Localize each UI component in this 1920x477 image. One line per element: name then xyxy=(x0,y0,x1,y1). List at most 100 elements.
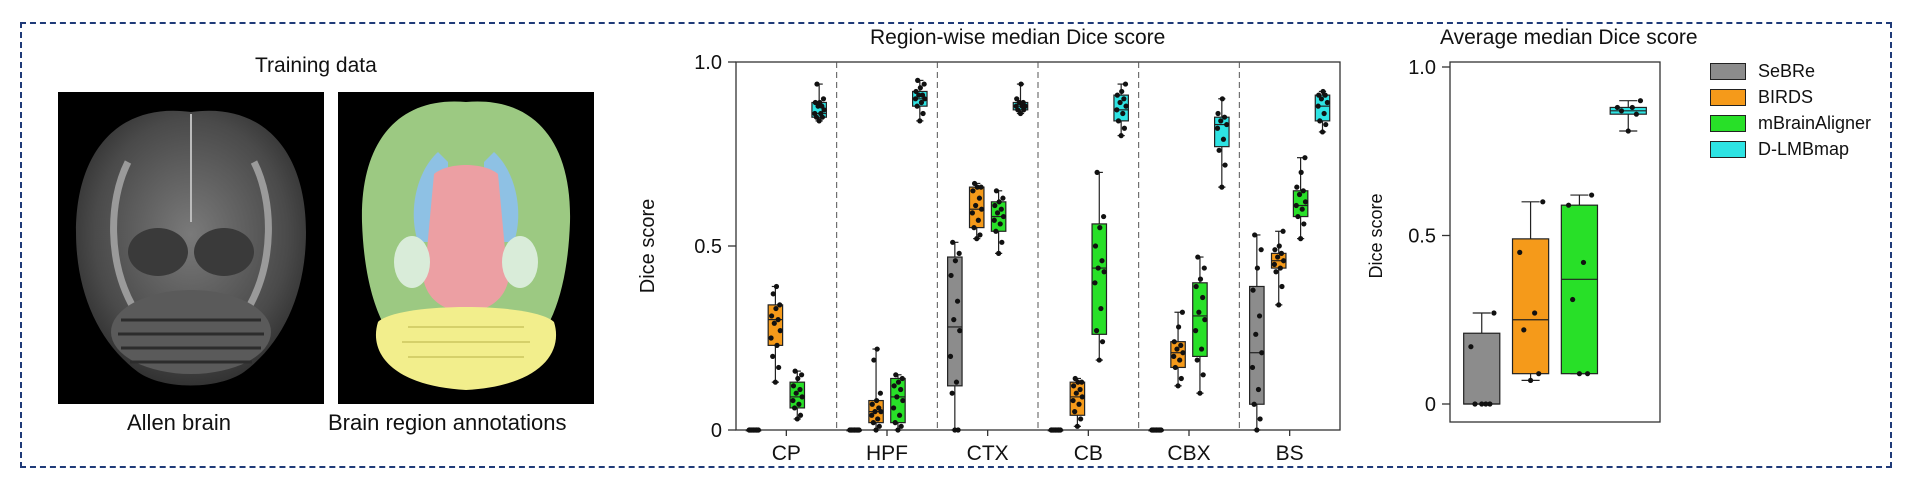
box-cb-mbrainaligner-point xyxy=(1093,328,1100,334)
box-ctx-sebre-point xyxy=(947,353,954,359)
box-bs-mbrainaligner-point xyxy=(1301,221,1307,227)
chart2-y-tick-label: 1.0 xyxy=(1408,57,1436,79)
box-bs-mbrainaligner-point xyxy=(1300,188,1306,194)
box-cb-mbrainaligner-point xyxy=(1099,258,1105,264)
box-ctx-mbrainaligner-point xyxy=(998,206,1004,212)
box-hpf-mbrainaligner-point xyxy=(899,375,905,382)
box-cb-mbrainaligner-point xyxy=(1092,243,1099,249)
box-hpf-birds-point xyxy=(869,412,875,418)
box-hpf-mbrainaligner-point xyxy=(895,379,902,385)
box-hpf-mbrainaligner-point xyxy=(893,372,899,378)
box-cp-d-lmbmap-point xyxy=(814,81,820,87)
box-hpf-birds-point xyxy=(873,397,880,404)
box-bs-sebre-point xyxy=(1255,386,1262,393)
brain-region-annotations-image xyxy=(338,92,594,404)
box-cbx-d-lmbmap-point xyxy=(1214,125,1221,131)
box-ctx-birds-point xyxy=(975,217,981,223)
box-bs-birds-point xyxy=(1279,283,1285,290)
box-bs-d-lmbmap-point xyxy=(1317,118,1323,124)
box-cp-d-lmbmap-point xyxy=(812,99,818,106)
box-cp-d-lmbmap-point xyxy=(816,118,822,124)
box-avg-birds-point xyxy=(1521,327,1527,333)
box-ctx-birds-point xyxy=(971,180,978,187)
chart1-y-axis-label: Dice score xyxy=(637,199,659,293)
box-cbx-mbrainaligner-point xyxy=(1194,357,1200,363)
legend-entry-sebre: SeBRe xyxy=(1710,60,1815,82)
box-cbx-sebre-point xyxy=(1157,427,1164,433)
box-cp-sebre-point xyxy=(755,427,761,433)
box-cb-birds-point xyxy=(1072,409,1078,415)
box-cp-mbrainaligner-point xyxy=(790,383,797,389)
box-ctx-d-lmbmap-point xyxy=(1018,81,1024,87)
chart1-y-tick-label: 0 xyxy=(711,420,722,442)
box-ctx-birds-point xyxy=(978,184,984,190)
box-cbx-birds-point xyxy=(1171,353,1177,359)
box-cp-mbrainaligner-point xyxy=(791,405,798,411)
box-cp-d-lmbmap-point xyxy=(817,99,823,106)
box-cb-mbrainaligner-point xyxy=(1098,305,1104,312)
box-cb-d-lmbmap-point xyxy=(1114,92,1120,98)
box-cb-mbrainaligner-point xyxy=(1095,265,1101,271)
box-cb-sebre-point xyxy=(1057,427,1063,433)
box-hpf-mbrainaligner-point xyxy=(892,420,898,426)
figure-frame xyxy=(20,22,1892,468)
box-bs-sebre-point xyxy=(1251,401,1257,407)
box-ctx-d-lmbmap-point xyxy=(1016,99,1023,106)
box-cp-d-lmbmap-point xyxy=(820,96,827,102)
box-cp-birds-point xyxy=(774,342,780,348)
box-ctx-mbrainaligner-point xyxy=(993,188,1000,194)
box-cbx-mbrainaligner-point xyxy=(1195,254,1201,260)
box-avg-sebre-body xyxy=(1463,332,1501,405)
box-cp-mbrainaligner-point xyxy=(793,390,799,396)
box-avg-d-lmbmap-point xyxy=(1629,104,1635,111)
box-hpf-birds-point xyxy=(870,420,876,426)
box-cb-d-lmbmap-point xyxy=(1123,103,1129,109)
box-cbx-birds-point xyxy=(1178,342,1184,348)
box-avg-birds-point xyxy=(1540,199,1546,205)
box-bs-mbrainaligner-point xyxy=(1293,202,1299,209)
box-hpf-mbrainaligner-point xyxy=(894,394,900,400)
box-cbx-birds-point xyxy=(1180,350,1186,356)
box-cb-mbrainaligner-body xyxy=(1091,223,1108,335)
box-hpf-mbrainaligner-point xyxy=(898,423,904,429)
box-cp-mbrainaligner-point xyxy=(792,368,798,374)
chart1-x-tick-label: CBX xyxy=(1167,442,1210,465)
box-hpf-birds-point xyxy=(877,390,883,396)
box-ctx-d-lmbmap-point xyxy=(1013,103,1019,109)
box-bs-sebre-point xyxy=(1256,313,1263,319)
box-bs-d-lmbmap-point xyxy=(1315,103,1321,109)
box-bs-sebre-point xyxy=(1253,331,1259,337)
allen-brain-image xyxy=(58,92,324,404)
box-bs-sebre-point xyxy=(1254,427,1260,433)
chart2-title: Average median Dice score xyxy=(1440,26,1698,49)
average-chart: 0 0.5 1.0 Dice score xyxy=(1366,57,1661,423)
box-bs-sebre-point xyxy=(1254,265,1260,271)
box-avg-d-lmbmap-point xyxy=(1625,128,1631,134)
box-ctx-mbrainaligner-point xyxy=(994,210,1001,216)
box-cp-mbrainaligner-point xyxy=(795,375,801,382)
box-hpf-mbrainaligner-point xyxy=(891,383,897,389)
box-avg-birds-point xyxy=(1527,377,1534,384)
box-cb-birds-point xyxy=(1070,383,1077,389)
annotations-caption: Brain region annotations xyxy=(328,410,567,435)
box-hpf-sebre-point xyxy=(855,427,862,433)
box-cb-d-lmbmap-point xyxy=(1115,118,1122,124)
box-cb-birds-point xyxy=(1070,397,1076,404)
box-ctx-sebre-point xyxy=(949,390,955,396)
box-bs-mbrainaligner-point xyxy=(1302,155,1308,161)
box-bs-sebre-point xyxy=(1258,247,1264,253)
chart1-x-tick-label: CP xyxy=(772,442,801,465)
box-avg-birds-point xyxy=(1536,371,1542,377)
box-hpf-birds-point xyxy=(876,405,882,411)
box-bs-birds-point xyxy=(1276,302,1282,308)
box-ctx-d-lmbmap-point xyxy=(1017,110,1024,117)
chart2-y-tick-label: 0.5 xyxy=(1408,226,1436,248)
box-avg-birds-point xyxy=(1532,310,1538,316)
box-cb-d-lmbmap-point xyxy=(1121,125,1128,131)
box-avg-mbrainaligner-body xyxy=(1560,204,1599,375)
box-bs-birds-point xyxy=(1280,258,1287,264)
box-ctx-mbrainaligner-point xyxy=(996,250,1002,256)
box-cp-birds-point xyxy=(772,379,778,385)
box-cb-mbrainaligner-point xyxy=(1097,225,1103,231)
chart2-plot-area xyxy=(1449,61,1661,423)
